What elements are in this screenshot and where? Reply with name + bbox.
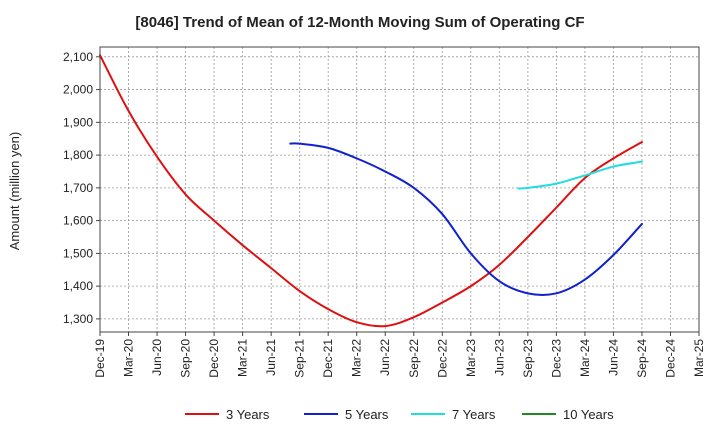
series-lines — [99, 54, 643, 328]
y-tick-label: 1,800 — [63, 148, 93, 162]
y-tick-label: 1,400 — [63, 279, 93, 293]
x-tick-label: Dec-21 — [321, 339, 335, 378]
x-tick-label: Dec-19 — [93, 339, 107, 378]
series-line-5-years — [289, 142, 643, 296]
chart-title: [8046] Trend of Mean of 12-Month Moving … — [135, 14, 584, 31]
y-tick-label: 1,900 — [63, 115, 93, 129]
x-tick-label: Jun-24 — [606, 339, 620, 376]
plot-frame — [99, 46, 700, 333]
x-tick-label: Dec-22 — [435, 339, 449, 378]
y-axis-label: Amount (million yen) — [7, 132, 22, 251]
x-tick-label: Sep-21 — [293, 339, 307, 378]
x-tick-label: Mar-23 — [464, 339, 478, 377]
x-tick-label: Mar-25 — [692, 339, 706, 377]
legend-item-10-years: 10 Years — [522, 407, 614, 422]
grid — [100, 47, 699, 332]
x-tick-label: Jun-21 — [264, 339, 278, 376]
legend-item-7-years: 7 Years — [411, 407, 496, 422]
x-tick-label: Jun-22 — [378, 339, 392, 376]
legend: 3 Years 5 Years 7 Years 10 Years — [185, 407, 614, 422]
x-tick-label: Dec-20 — [207, 339, 221, 378]
x-tick-label: Sep-23 — [521, 339, 535, 378]
x-tick-label: Sep-20 — [179, 339, 193, 378]
y-tick-label: 1,700 — [63, 181, 93, 195]
x-tick-label: Jun-23 — [492, 339, 506, 376]
legend-label: 10 Years — [563, 407, 614, 422]
x-tick-label: Jun-20 — [150, 339, 164, 376]
legend-label: 5 Years — [345, 407, 389, 422]
x-tick-label: Mar-21 — [236, 339, 250, 377]
series-line-7-years — [517, 160, 643, 190]
x-axis-ticks: Dec-19 Mar-20 Jun-20 Sep-20 Dec-20 Mar-21 Jun-… — [93, 332, 706, 378]
legend-label: 7 Years — [452, 407, 496, 422]
x-tick-label: Dec-24 — [663, 339, 677, 378]
series-line-3-years — [99, 54, 643, 328]
y-tick-label: 2,000 — [63, 83, 93, 97]
y-tick-label: 1,500 — [63, 246, 93, 260]
y-axis-ticks: 1,300 1,400 1,500 1,600 1,700 1,800 1,900 2,000… — [63, 50, 100, 326]
x-tick-label: Mar-24 — [578, 339, 592, 377]
legend-item-5-years: 5 Years — [304, 407, 389, 422]
y-tick-label: 1,600 — [63, 214, 93, 228]
y-tick-label: 2,100 — [63, 50, 93, 64]
x-tick-label: Sep-22 — [407, 339, 421, 378]
x-tick-label: Dec-23 — [549, 339, 563, 378]
legend-label: 3 Years — [226, 407, 270, 422]
x-tick-label: Sep-24 — [635, 339, 649, 378]
x-tick-label: Mar-20 — [122, 339, 136, 377]
legend-item-3-years: 3 Years — [185, 407, 270, 422]
x-tick-label: Mar-22 — [350, 339, 364, 377]
y-tick-label: 1,300 — [63, 312, 93, 326]
